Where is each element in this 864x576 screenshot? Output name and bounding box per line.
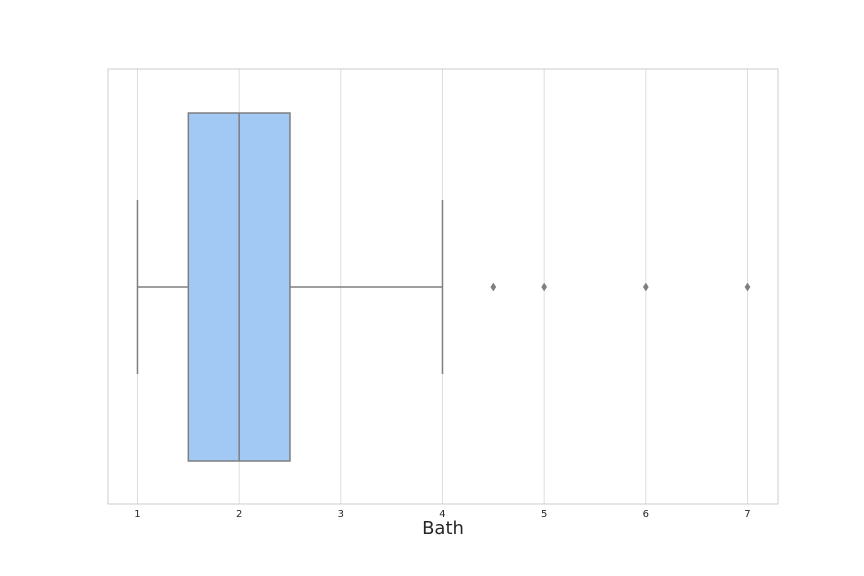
x-tick-label-5: 5 xyxy=(541,509,547,520)
x-tick-label-1: 1 xyxy=(134,509,140,520)
box-plot xyxy=(136,112,751,462)
x-axis-label: Bath xyxy=(422,518,464,539)
x-tick-label-7: 7 xyxy=(744,509,750,520)
x-tick-labels: 1 2 3 4 5 6 7 xyxy=(134,509,750,520)
outlier-point xyxy=(744,282,751,292)
outlier-point xyxy=(490,282,497,292)
outlier-point xyxy=(541,282,548,292)
x-tick-label-4: 4 xyxy=(439,509,445,520)
outlier-point xyxy=(642,282,649,292)
x-tick-label-3: 3 xyxy=(338,509,344,520)
plot-frame xyxy=(107,68,779,505)
x-tick-label-6: 6 xyxy=(643,509,649,520)
x-tick-label-2: 2 xyxy=(236,509,242,520)
